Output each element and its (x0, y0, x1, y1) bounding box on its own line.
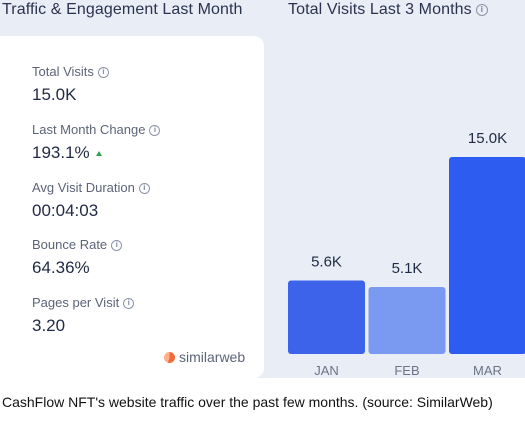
bar-feb[interactable] (368, 287, 446, 354)
bar-mar[interactable] (449, 157, 525, 354)
info-icon[interactable]: i (111, 240, 123, 252)
data-label-jan: 5.6K (311, 253, 342, 270)
stat-value: 3.20 (32, 316, 66, 335)
figure-caption: CashFlow NFT's website traffic over the … (2, 394, 493, 410)
stat-avg-visit-duration: Avg Visit Duration i 00:04:03 (32, 180, 150, 222)
total-visits-title: Total Visits Last 3 Months i (288, 0, 488, 20)
total-visits-bar-chart: 5.6K JAN 5.1K FEB 15.0K MAR (288, 130, 525, 378)
similarweb-logo-icon (164, 351, 175, 363)
info-icon[interactable]: i (138, 183, 150, 195)
stat-value: 15.0K (32, 85, 77, 104)
stat-label: Total Visits (32, 64, 94, 79)
stat-value: 00:04:03 (32, 201, 99, 220)
stat-pages-per-visit: Pages per Visit i 3.20 (32, 295, 135, 337)
x-tick-label-jan: JAN (314, 363, 339, 378)
x-tick-label-feb: FEB (394, 363, 419, 378)
brand-name: similarweb (179, 349, 246, 365)
stat-label: Pages per Visit (32, 295, 120, 310)
bar-jan[interactable] (288, 280, 365, 354)
similarweb-logo: similarweb (164, 349, 245, 365)
trend-up-arrow-icon (95, 151, 102, 157)
stat-label: Last Month Change (32, 122, 146, 137)
traffic-engagement-title: Traffic & Engagement Last Month (2, 1, 243, 18)
stat-value: 193.1% (32, 143, 90, 162)
stat-last-month-change: Last Month Change i 193.1% (32, 122, 161, 164)
info-icon[interactable]: i (149, 125, 161, 137)
stat-value: 64.36% (32, 258, 90, 277)
info-icon[interactable]: i (123, 298, 135, 310)
stat-bounce-rate: Bounce Rate i 64.36% (32, 237, 123, 279)
stat-label: Avg Visit Duration (32, 180, 135, 195)
data-label-mar: 15.0K (468, 130, 507, 147)
data-label-feb: 5.1K (392, 260, 423, 277)
info-icon[interactable]: i (97, 67, 109, 79)
info-icon[interactable]: i (475, 3, 488, 16)
stat-total-visits: Total Visits i 15.0K (32, 64, 109, 106)
x-tick-label-mar: MAR (473, 363, 502, 378)
stat-label: Bounce Rate (32, 237, 108, 252)
stats-card: Total Visits i 15.0K Last Month Change i 1… (0, 36, 264, 378)
